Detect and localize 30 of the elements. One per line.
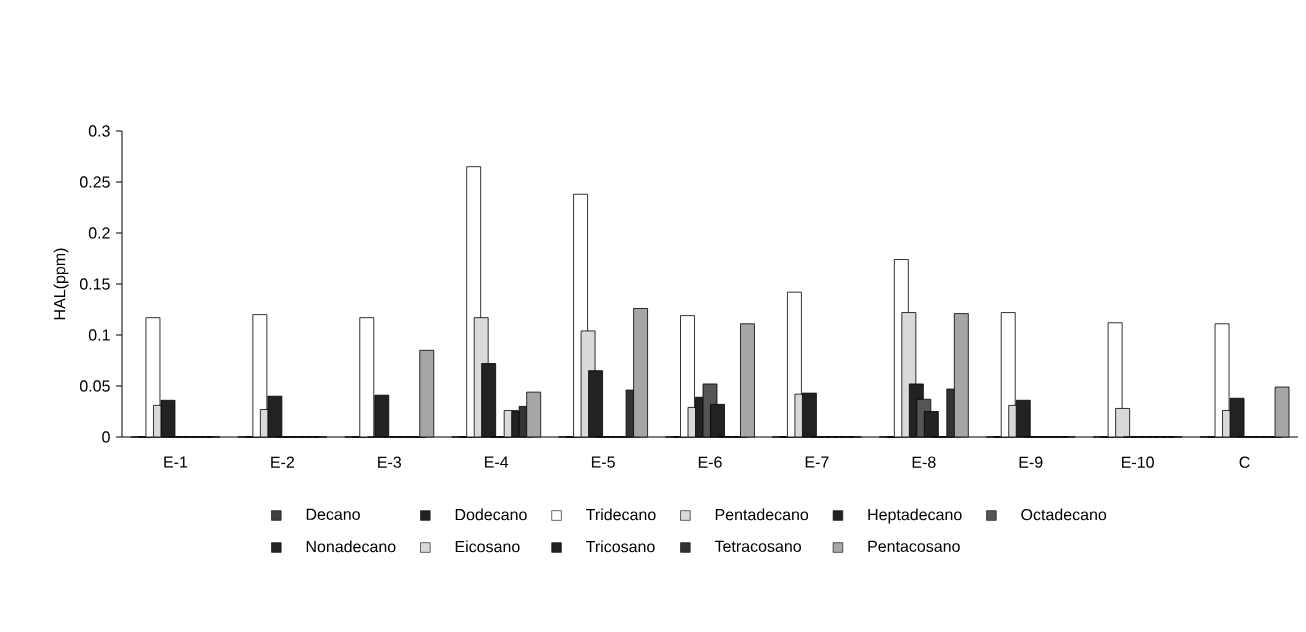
legend-label: Tetracosano: [714, 540, 801, 552]
x-tick-label: E-9: [1019, 456, 1043, 468]
y-tick-label: 0: [102, 431, 110, 443]
y-tick-label: 0.05: [79, 380, 110, 392]
y-tick-label: 0.1: [88, 329, 110, 341]
y-tick-label: 0.15: [79, 278, 110, 290]
x-tick-label: E-7: [805, 456, 829, 468]
x-tick-label: E-8: [912, 456, 936, 468]
x-tick-label: E-2: [271, 456, 295, 468]
x-tick-label: E-5: [591, 456, 615, 468]
y-tick-label: 0.25: [79, 176, 110, 188]
x-tick-label: E-10: [1122, 456, 1154, 468]
y-tick-label: 0.3: [88, 125, 110, 137]
legend-label: Decano: [306, 508, 360, 520]
x-tick-label: E-6: [698, 456, 722, 468]
legend-label: Pentadecano: [715, 508, 809, 521]
legend-label: Heptadecano: [868, 508, 962, 524]
x-tick-label: E-4: [485, 456, 509, 468]
legend-label: Pentacosano: [868, 540, 960, 552]
x-tick-label: E-3: [378, 456, 402, 468]
legend-label: Dodecano: [455, 508, 527, 521]
y-tick-label: 0.2: [88, 227, 110, 239]
legend-label: Tridecano: [586, 508, 656, 521]
y-axis-title: HAL(ppm): [53, 248, 69, 320]
x-tick-label: E-1: [164, 456, 188, 468]
legend-label: Nonadecano: [306, 540, 396, 553]
x-tick-label: C: [1239, 456, 1250, 468]
legend-label: Tricosano: [586, 540, 655, 553]
legend-label: Octadecano: [1021, 508, 1107, 521]
legend-label: Eicosano: [455, 540, 520, 553]
